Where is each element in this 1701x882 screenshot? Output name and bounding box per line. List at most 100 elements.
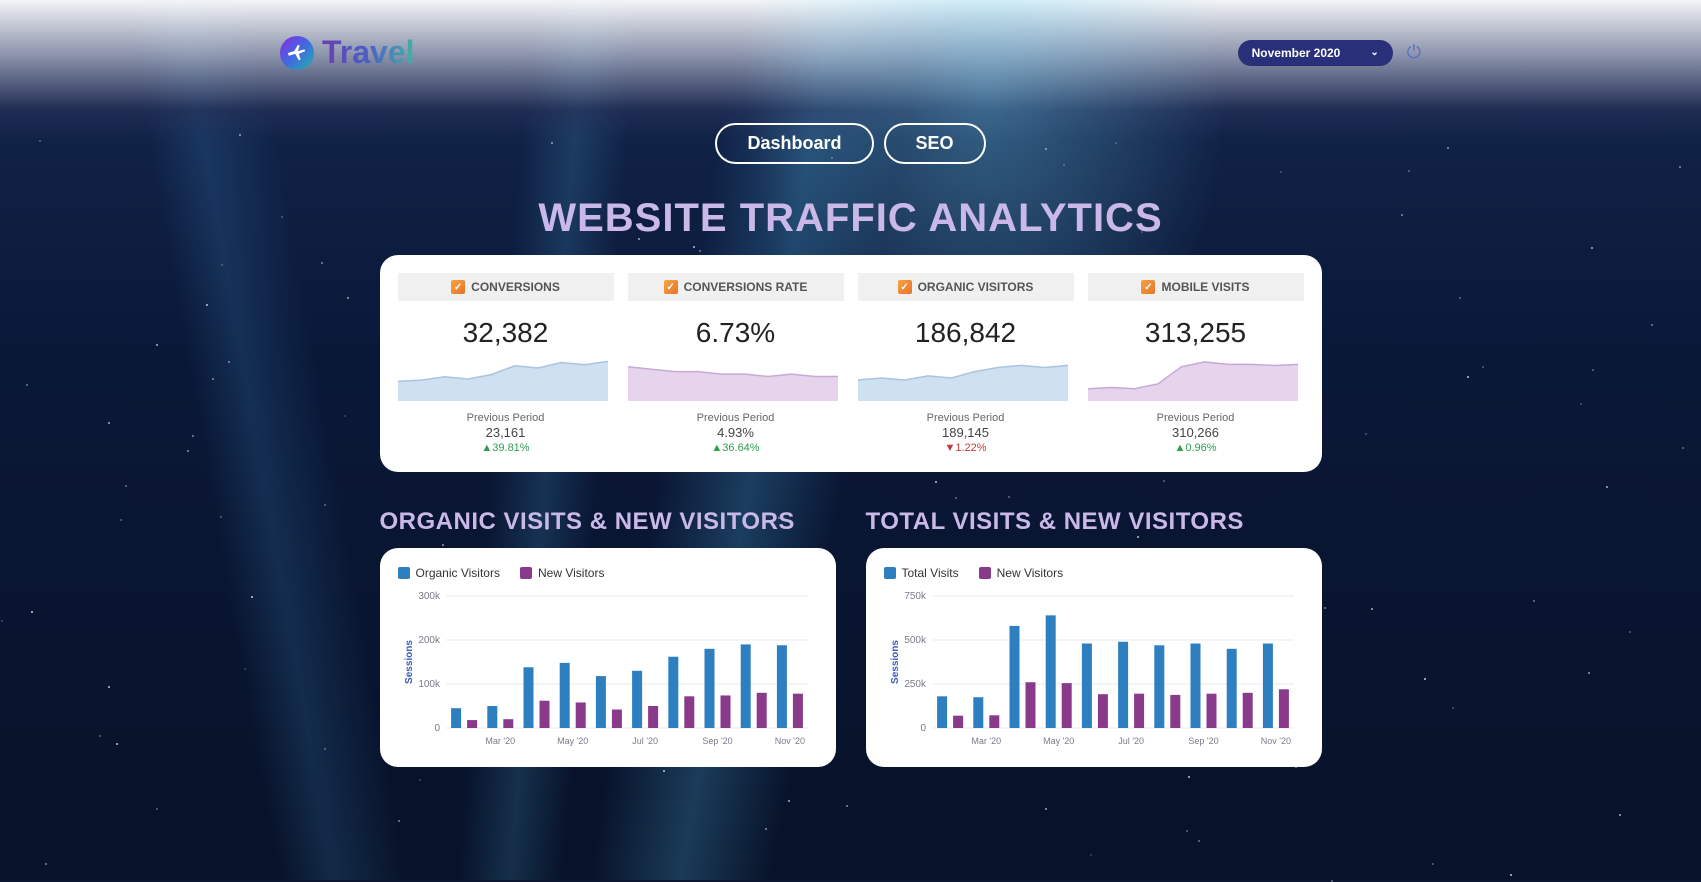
chart-icon: ✓ bbox=[451, 280, 465, 294]
kpi-card: ✓ MOBILE VISITS 313,255 Previous Period … bbox=[1088, 273, 1304, 454]
organic-chart: 0100k200k300kSessionsMar '20May '20Jul '… bbox=[398, 590, 818, 750]
legend-swatch bbox=[520, 567, 532, 579]
svg-text:May '20: May '20 bbox=[1043, 736, 1074, 746]
bar bbox=[684, 696, 694, 728]
kpi-header: ✓ CONVERSIONS RATE bbox=[628, 273, 844, 301]
bar bbox=[937, 696, 947, 728]
kpi-previous: Previous Period 189,145 ▼1.22% bbox=[858, 412, 1074, 454]
chart-icon: ✓ bbox=[898, 280, 912, 294]
bar bbox=[1118, 642, 1128, 728]
legend-label: Organic Visitors bbox=[416, 566, 500, 580]
svg-text:300k: 300k bbox=[418, 591, 441, 602]
legend-label: Total Visits bbox=[902, 566, 959, 580]
svg-text:Mar '20: Mar '20 bbox=[485, 736, 515, 746]
bar bbox=[953, 716, 963, 728]
svg-text:0: 0 bbox=[434, 723, 440, 734]
tab-dashboard[interactable]: Dashboard bbox=[715, 123, 873, 164]
bar bbox=[1154, 645, 1164, 728]
date-range-selector[interactable]: November 2020 ⌄ bbox=[1238, 40, 1393, 66]
legend-swatch bbox=[398, 567, 410, 579]
bar bbox=[1097, 694, 1107, 728]
bar bbox=[1190, 644, 1200, 728]
kpi-previous: Previous Period 4.93% ▲36.64% bbox=[628, 412, 844, 454]
kpi-panel: ✓ CONVERSIONS 32,382 Previous Period 23,… bbox=[380, 255, 1322, 472]
logo-mark-icon bbox=[280, 36, 314, 70]
bar bbox=[575, 702, 585, 728]
svg-text:Mar '20: Mar '20 bbox=[971, 736, 1001, 746]
kpi-card: ✓ CONVERSIONS 32,382 Previous Period 23,… bbox=[398, 273, 614, 454]
legend-item: Organic Visitors bbox=[398, 566, 500, 580]
kpi-sparkline bbox=[1088, 357, 1298, 401]
date-label: November 2020 bbox=[1252, 46, 1341, 60]
kpi-value: 186,842 bbox=[858, 317, 1074, 349]
bar bbox=[704, 649, 714, 728]
bar bbox=[1226, 649, 1236, 728]
svg-text:Jul '20: Jul '20 bbox=[1118, 736, 1144, 746]
organic-section: ORGANIC VISITS & NEW VISITORS Organic Vi… bbox=[380, 508, 836, 767]
legend-label: New Visitors bbox=[997, 566, 1063, 580]
kpi-previous: Previous Period 23,161 ▲39.81% bbox=[398, 412, 614, 454]
legend-item: Total Visits bbox=[884, 566, 959, 580]
logo: Travel bbox=[280, 34, 415, 71]
tab-seo[interactable]: SEO bbox=[884, 123, 986, 164]
svg-text:Nov '20: Nov '20 bbox=[774, 736, 804, 746]
kpi-title: CONVERSIONS RATE bbox=[684, 280, 808, 294]
power-icon[interactable]: ⏻ bbox=[1407, 42, 1421, 63]
kpi-header: ✓ CONVERSIONS bbox=[398, 273, 614, 301]
bar bbox=[1242, 693, 1252, 728]
header: Travel November 2020 ⌄ ⏻ bbox=[0, 0, 1701, 105]
svg-text:Sessions: Sessions bbox=[404, 640, 415, 684]
total-chart: 0250k500k750kSessionsMar '20May '20Jul '… bbox=[884, 590, 1304, 750]
svg-text:0: 0 bbox=[920, 723, 926, 734]
kpi-value: 6.73% bbox=[628, 317, 844, 349]
kpi-card: ✓ CONVERSIONS RATE 6.73% Previous Period… bbox=[628, 273, 844, 454]
bar bbox=[1009, 626, 1019, 728]
organic-chart-card: Organic VisitorsNew Visitors 0100k200k30… bbox=[380, 548, 836, 767]
page-title: WEBSITE TRAFFIC ANALYTICS bbox=[0, 196, 1701, 241]
kpi-title: MOBILE VISITS bbox=[1161, 280, 1249, 294]
kpi-sparkline bbox=[398, 357, 608, 401]
organic-legend: Organic Visitors New Visitors bbox=[398, 566, 818, 580]
total-title: TOTAL VISITS & NEW VISITORS bbox=[866, 508, 1322, 536]
svg-text:Sessions: Sessions bbox=[890, 640, 901, 684]
kpi-sparkline bbox=[628, 357, 838, 401]
bar bbox=[632, 671, 642, 728]
total-section: TOTAL VISITS & NEW VISITORS Total Visits… bbox=[866, 508, 1322, 767]
legend-swatch bbox=[979, 567, 991, 579]
bar bbox=[539, 701, 549, 728]
bar bbox=[595, 676, 605, 728]
svg-text:Sep '20: Sep '20 bbox=[1188, 736, 1218, 746]
svg-text:Jul '20: Jul '20 bbox=[632, 736, 658, 746]
kpi-value: 313,255 bbox=[1088, 317, 1304, 349]
bar bbox=[668, 657, 678, 728]
bar bbox=[451, 708, 461, 728]
bar bbox=[1278, 689, 1288, 728]
kpi-card: ✓ ORGANIC VISITORS 186,842 Previous Peri… bbox=[858, 273, 1074, 454]
svg-text:Sep '20: Sep '20 bbox=[702, 736, 732, 746]
bar bbox=[1170, 695, 1180, 728]
brand-name: Travel bbox=[322, 34, 415, 71]
kpi-title: CONVERSIONS bbox=[471, 280, 560, 294]
kpi-header: ✓ ORGANIC VISITORS bbox=[858, 273, 1074, 301]
bar bbox=[720, 695, 730, 728]
kpi-value: 32,382 bbox=[398, 317, 614, 349]
bar bbox=[989, 715, 999, 728]
bar bbox=[1134, 694, 1144, 728]
organic-title: ORGANIC VISITS & NEW VISITORS bbox=[380, 508, 836, 536]
legend-item: New Visitors bbox=[979, 566, 1063, 580]
bar bbox=[1206, 694, 1216, 728]
bar bbox=[648, 706, 658, 728]
bar bbox=[559, 663, 569, 728]
bar bbox=[523, 667, 533, 728]
legend-swatch bbox=[884, 567, 896, 579]
bar bbox=[792, 694, 802, 728]
svg-text:May '20: May '20 bbox=[557, 736, 588, 746]
bar bbox=[756, 693, 766, 728]
bar bbox=[776, 645, 786, 728]
svg-text:500k: 500k bbox=[904, 635, 927, 646]
legend-label: New Visitors bbox=[538, 566, 604, 580]
bar bbox=[503, 719, 513, 728]
svg-text:750k: 750k bbox=[904, 591, 927, 602]
bar bbox=[467, 720, 477, 728]
kpi-sparkline bbox=[858, 357, 1068, 401]
